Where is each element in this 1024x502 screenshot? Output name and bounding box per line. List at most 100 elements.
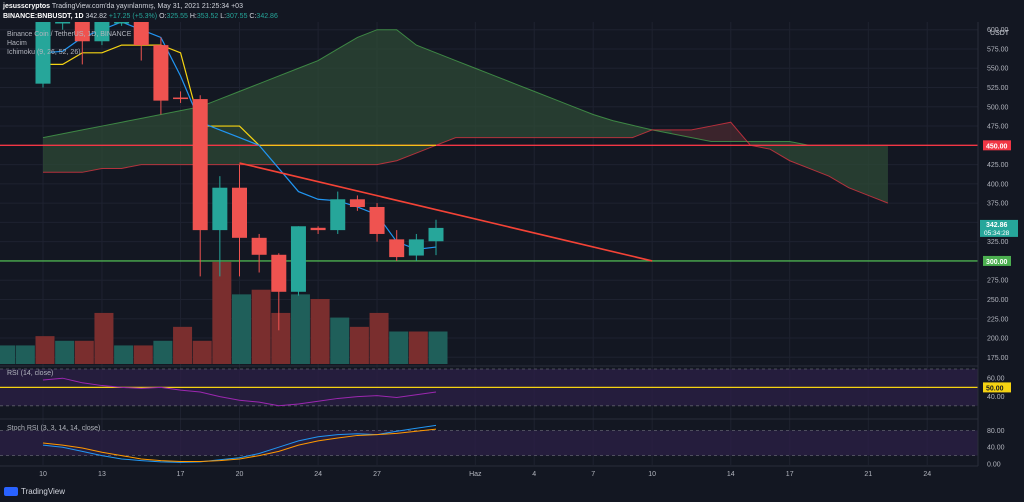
open-value: 325.55: [166, 13, 188, 20]
candle-body: [94, 22, 110, 42]
volume-bar: [133, 345, 153, 364]
volume-bar: [369, 312, 389, 364]
volume-bar: [114, 345, 134, 364]
candle-body: [408, 239, 424, 256]
open-label: O:: [159, 13, 167, 20]
price-level-tag-label: 300.00: [986, 259, 1008, 266]
stoch-tick-label: 0.00: [987, 462, 1001, 469]
candle-body: [330, 199, 346, 231]
price-tick-label: 325.00: [987, 239, 1009, 246]
volume-bar: [330, 317, 350, 364]
candle-body: [251, 237, 267, 255]
time-tick-label: 20: [236, 471, 244, 478]
last-price-countdown: 05:34:28: [984, 230, 1010, 237]
legend-volume: Hacim: [7, 40, 27, 47]
high-value: 353.52: [196, 13, 219, 20]
time-axis[interactable]: 10 13 17 20 24 27 Haz 4 7 10 14 17 21 24: [0, 465, 978, 478]
price-tick-label: 275.00: [987, 278, 1009, 285]
cloud-bear-area: [671, 122, 751, 146]
rsi-pane: [0, 368, 978, 407]
publisher-name[interactable]: jesusscryptos: [3, 3, 51, 10]
candle-body: [271, 254, 287, 292]
volume-bar: [212, 261, 232, 364]
close-value: 342.86: [256, 13, 278, 20]
legend-ichimoku: Ichimoku (9, 26, 52, 26): [7, 49, 81, 56]
price-level-tag: [983, 255, 1011, 266]
tradingview-logo-icon: [4, 487, 18, 496]
legend-rsi: RSI (14, close): [7, 370, 53, 377]
volume-bar: [232, 294, 251, 364]
kijun-line: [43, 44, 436, 146]
volume-bar: [428, 331, 448, 364]
candle-body: [114, 22, 130, 24]
volume-bar: [173, 326, 193, 364]
candle-body: [232, 187, 247, 238]
candle-body: [369, 206, 385, 234]
time-tick-label: 13: [98, 471, 106, 478]
candle-body: [310, 227, 326, 231]
volume-bar: [349, 326, 369, 364]
high-label: H:: [189, 13, 197, 20]
senkou-span-b-line: [43, 121, 889, 204]
price-tick-label: 500.00: [987, 104, 1009, 111]
stoch-band: [0, 430, 978, 456]
volume-bar: [74, 340, 94, 364]
candle-body: [35, 22, 51, 84]
tradingview-logo[interactable]: TradingView: [4, 487, 65, 496]
header-line-2: BINANCE:BNBUSDT, 1D 342.82 +17.25 (+5.3%…: [3, 12, 278, 21]
legend: Binance Coin / TetherUS, 1D, BINANCE Hac…: [7, 31, 132, 432]
price-tick-label: 425.00: [987, 162, 1009, 169]
time-tick-label: 10: [39, 471, 47, 478]
rsi-level-tag-label: 50.00: [986, 385, 1004, 392]
candle-body: [212, 187, 228, 231]
price-tick-label: 225.00: [987, 316, 1009, 323]
time-tick-label: 27: [373, 471, 381, 478]
candles: [35, 22, 444, 331]
volume-bar: [55, 340, 75, 364]
time-tick-label: 24: [314, 471, 322, 478]
volume-bar: [35, 336, 55, 364]
trendline-segment: [239, 162, 653, 262]
chart-header: jesusscryptos TradingView.com'da yayınla…: [0, 0, 1024, 22]
time-tick-label: 10: [648, 471, 656, 478]
time-tick-label: 17: [177, 471, 185, 478]
candle-body: [173, 97, 189, 100]
low-value: 307.55: [226, 13, 248, 20]
price-tick-label: 475.00: [987, 124, 1009, 131]
volume-bar: [408, 331, 428, 364]
candle-body: [389, 239, 405, 258]
trendline[interactable]: [239, 162, 653, 262]
header-line-1: jesusscryptos TradingView.com'da yayınla…: [3, 2, 243, 11]
volume-bars: [0, 261, 448, 364]
last-price: 342.82: [85, 13, 107, 20]
price-tick-label: 175.00: [987, 355, 1009, 362]
price-axis-background: [978, 0, 1024, 482]
candle-body: [74, 22, 90, 42]
price-tick-label: 200.00: [987, 336, 1009, 343]
rsi-tick-label: 40.00: [987, 394, 1005, 401]
price-change: +17.25 (+5.3%): [108, 13, 158, 20]
cloud-bull-area: [43, 29, 672, 173]
price-tick-label: 400.00: [987, 181, 1009, 188]
price-level-tag: [983, 140, 1011, 151]
volume-bar: [271, 312, 291, 364]
time-tick-label: 7: [591, 471, 595, 478]
volume-bar: [192, 340, 212, 364]
tradingview-logo-text: TradingView: [21, 487, 66, 496]
close-label: C:: [249, 13, 257, 20]
candle-body: [133, 22, 149, 46]
candle-body: [153, 45, 169, 101]
price-tick-label: 250.00: [987, 297, 1009, 304]
symbol-label[interactable]: BINANCE:BNBUSDT, 1D: [3, 13, 84, 20]
last-price-tag-label: 342.86: [986, 222, 1008, 229]
low-label: L:: [220, 13, 227, 20]
price-tick-label: 525.00: [987, 85, 1009, 92]
price-tick-label: 375.00: [987, 201, 1009, 208]
candle-body: [428, 227, 444, 242]
horizontal-levels: [0, 144, 978, 262]
footer-bar: [0, 482, 1024, 502]
volume-bar: [389, 331, 409, 364]
published-text: TradingView.com'da yayınlanmış, May 31, …: [51, 3, 243, 10]
